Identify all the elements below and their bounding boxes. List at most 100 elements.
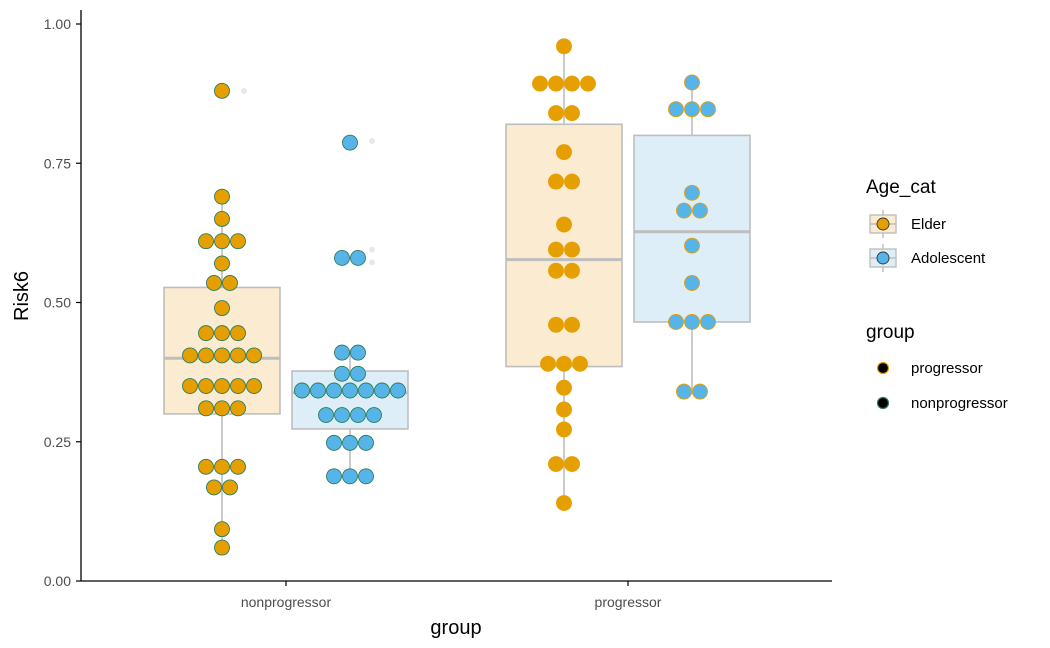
data-point: [206, 479, 222, 496]
data-point: [198, 400, 214, 417]
data-point: [548, 105, 564, 122]
data-point: [580, 75, 596, 92]
data-point: [548, 316, 564, 333]
y-tick-label: 0.00: [44, 573, 71, 589]
y-tick-label: 1.00: [44, 16, 71, 32]
data-point: [318, 407, 334, 423]
data-point: [548, 173, 564, 190]
data-point: [214, 347, 230, 364]
data-point: [548, 262, 564, 279]
x-tick-label: progressor: [595, 594, 662, 610]
data-point: [556, 355, 572, 372]
data-point: [564, 456, 580, 472]
data-point: [246, 347, 262, 364]
data-point: [548, 75, 564, 92]
x-ticks: nonprogressor progressor: [241, 581, 662, 610]
data-point: [564, 75, 580, 92]
outlier-point: [369, 259, 375, 266]
data-point: [326, 382, 342, 399]
data-point: [692, 383, 708, 400]
dot-layer: [182, 38, 716, 556]
data-point: [230, 325, 246, 342]
data-point: [572, 355, 588, 372]
legend-title-group: group: [866, 322, 915, 343]
legend-key-dot: [876, 361, 890, 375]
data-point: [556, 38, 572, 55]
data-point: [564, 316, 580, 333]
data-point: [326, 468, 342, 485]
y-tick-label: 0.75: [44, 155, 71, 171]
legend-key-dot: [876, 217, 890, 231]
data-point: [230, 400, 246, 417]
outlier-point: [369, 137, 375, 144]
data-point: [564, 105, 580, 122]
data-point: [390, 382, 406, 399]
legend-label: progressor: [911, 360, 983, 377]
data-point: [350, 365, 366, 382]
data-point: [334, 365, 350, 382]
data-point: [198, 347, 214, 364]
x-tick-label: nonprogressor: [241, 594, 332, 610]
legend: Age_cat Elder Adolescent group progressor non…: [866, 177, 1008, 412]
data-point: [334, 407, 350, 423]
data-point: [556, 421, 572, 438]
data-point: [214, 400, 230, 417]
data-point: [334, 249, 350, 266]
data-point: [230, 378, 246, 394]
legend-label: nonprogressor: [911, 395, 1008, 412]
axes-layer: [80, 10, 832, 582]
legend-label: Adolescent: [911, 250, 986, 267]
outlier-point: [369, 246, 375, 253]
data-point: [310, 382, 326, 399]
data-point: [668, 314, 684, 330]
data-point: [540, 355, 556, 372]
data-point: [564, 241, 580, 258]
boxplot-layer: [163, 46, 751, 548]
data-point: [556, 495, 572, 511]
data-point: [214, 539, 230, 556]
data-point: [366, 407, 382, 423]
data-point: [668, 101, 684, 118]
data-point: [334, 344, 350, 361]
data-point: [700, 101, 716, 118]
box-iqr: [505, 123, 623, 368]
data-point: [564, 173, 580, 190]
data-point: [350, 344, 366, 361]
y-tick-label: 0.50: [44, 295, 71, 311]
data-point: [342, 434, 358, 451]
data-point: [564, 262, 580, 279]
data-point: [358, 468, 374, 485]
data-point: [342, 382, 358, 399]
data-point: [676, 202, 692, 219]
data-point: [198, 233, 214, 250]
box-iqr: [633, 134, 751, 323]
data-point: [222, 275, 238, 291]
data-point: [374, 382, 390, 399]
y-tick-label: 0.25: [44, 434, 71, 450]
data-point: [676, 383, 692, 400]
data-point: [548, 456, 564, 472]
data-point: [198, 458, 214, 475]
data-point: [532, 75, 548, 92]
data-point: [214, 300, 230, 317]
data-point: [214, 378, 230, 394]
legend-title-age-cat: Age_cat: [866, 177, 936, 198]
data-point: [684, 275, 700, 291]
data-point: [230, 347, 246, 364]
data-point: [342, 134, 358, 151]
legend-key-dot: [876, 251, 890, 265]
data-point: [700, 314, 716, 330]
data-point: [214, 255, 230, 272]
data-point: [182, 378, 198, 394]
data-point: [684, 314, 700, 330]
data-point: [198, 378, 214, 394]
y-ticks: 0.00 0.25 0.50 0.75 1.00: [44, 16, 81, 589]
data-point: [692, 202, 708, 219]
data-point: [214, 188, 230, 205]
data-point: [358, 434, 374, 451]
data-point: [556, 401, 572, 418]
data-point: [214, 325, 230, 342]
data-point: [214, 233, 230, 250]
data-point: [214, 82, 230, 99]
